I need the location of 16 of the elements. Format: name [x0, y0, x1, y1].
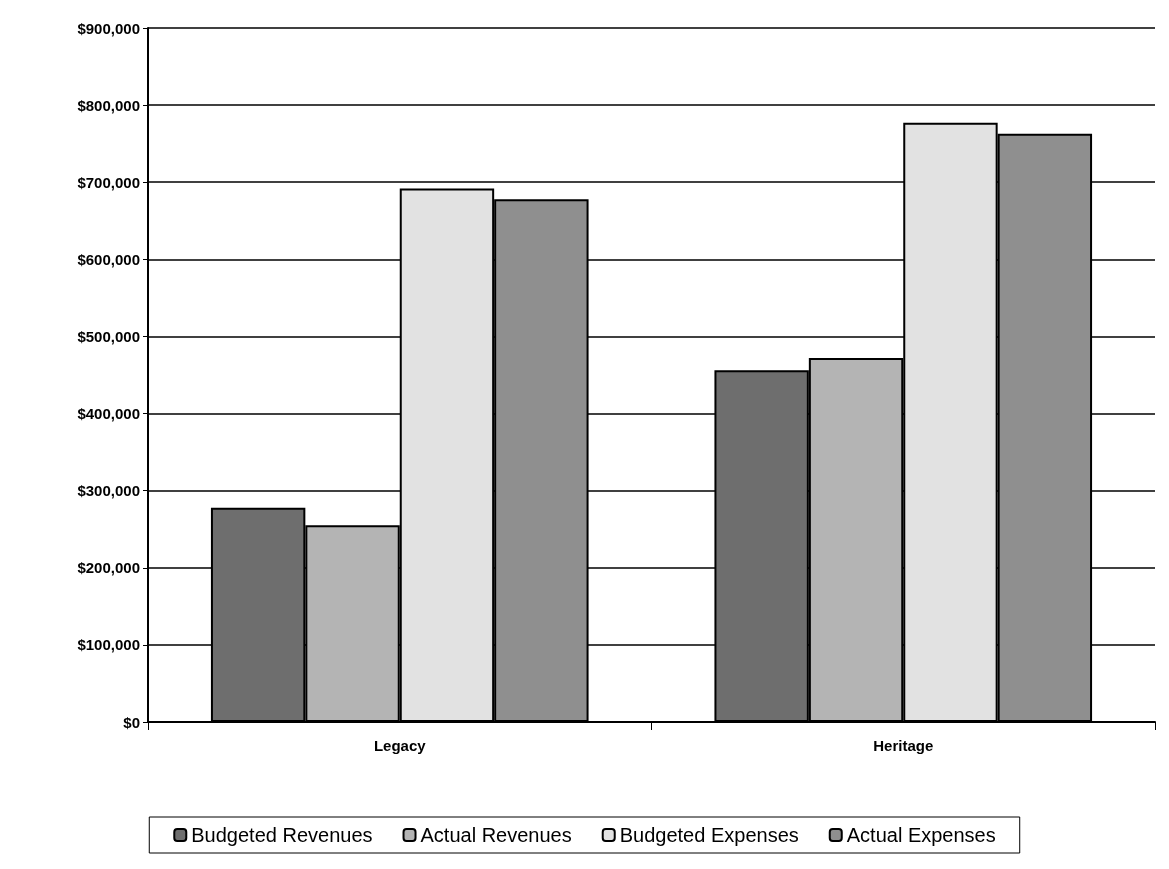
- y-tick-label: $900,000: [77, 19, 140, 37]
- y-tick-label: $100,000: [77, 636, 140, 654]
- y-tick-label: $500,000: [77, 327, 140, 345]
- y-tick-label: $300,000: [77, 482, 140, 500]
- legend-label: Budgeted Expenses: [619, 824, 799, 846]
- y-tick-label: $700,000: [77, 173, 140, 191]
- y-tick-label: $600,000: [77, 250, 140, 268]
- x-tick-label: Legacy: [373, 737, 427, 754]
- x-tick-label: Heritage: [873, 737, 934, 754]
- y-tick-label: $400,000: [77, 405, 140, 423]
- legend-label: Budgeted Revenues: [191, 824, 373, 846]
- legend-label: Actual Expenses: [846, 824, 996, 846]
- y-tick-label: $200,000: [77, 559, 140, 577]
- y-tick-label: $800,000: [77, 96, 140, 114]
- legend-label: Actual Revenues: [420, 824, 572, 846]
- y-tick-label: $0: [123, 713, 140, 731]
